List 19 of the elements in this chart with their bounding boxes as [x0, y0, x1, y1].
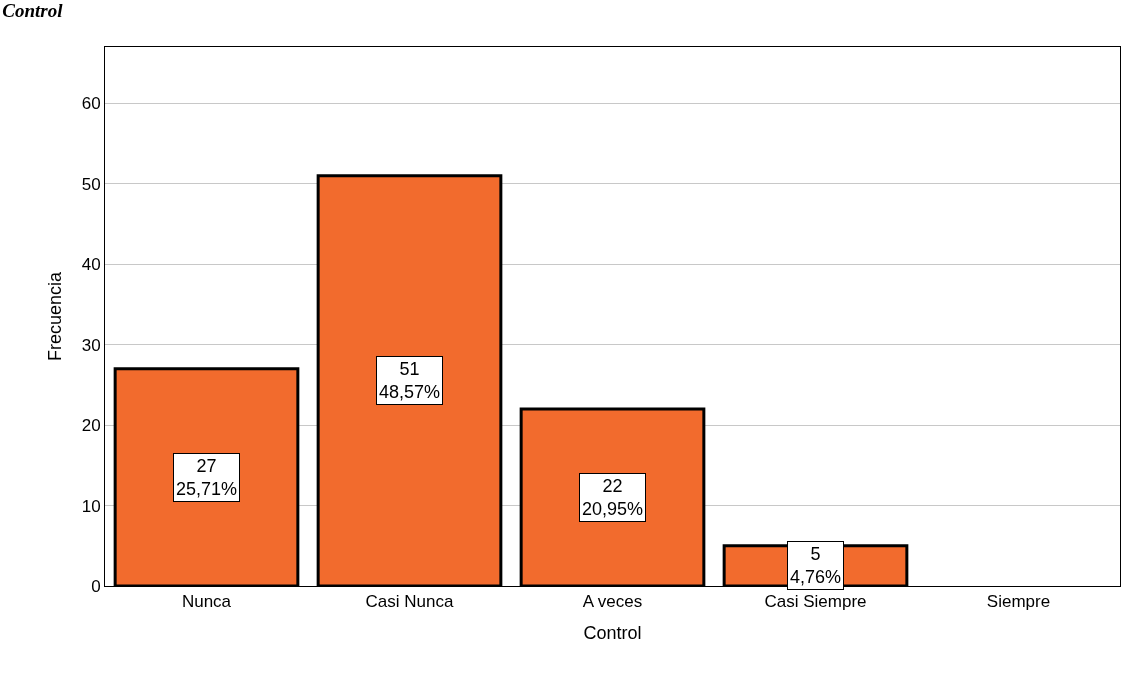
x-tick-label: A veces	[582, 592, 643, 612]
y-tick-label: 40	[81, 255, 101, 275]
x-tick-label: Siempre	[986, 592, 1051, 612]
data-label: 22 20,95%	[582, 476, 644, 520]
y-axis-title: Frecuencia	[44, 270, 65, 362]
y-tick-label: 20	[81, 416, 101, 436]
x-tick-label: Casi Nunca	[365, 592, 454, 612]
data-label: 51 48,57%	[379, 359, 441, 403]
x-axis-title: Control	[583, 622, 642, 643]
y-tick-label: 50	[81, 174, 101, 194]
x-tick-label: Casi Siempre	[764, 592, 867, 612]
x-tick-label: Nunca	[181, 592, 232, 612]
y-tick-label: 60	[81, 94, 101, 114]
data-label: 27 25,71%	[176, 456, 238, 500]
y-tick-label: 0	[91, 576, 101, 596]
y-tick-label: 30	[81, 335, 101, 355]
data-label: 5 4,76%	[790, 544, 842, 588]
chart-title: Control	[2, 0, 64, 21]
y-tick-label: 10	[81, 496, 101, 516]
